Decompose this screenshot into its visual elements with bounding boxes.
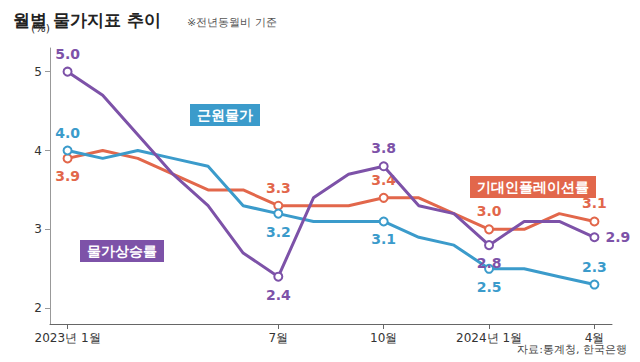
svg-text:4: 4 [34,144,42,158]
svg-text:2023년 1월: 2023년 1월 [35,331,101,345]
svg-text:2.5: 2.5 [477,279,502,295]
svg-text:2024년 1월: 2024년 1월 [456,331,522,345]
svg-text:5: 5 [34,65,42,79]
svg-text:3.2: 3.2 [266,224,291,240]
svg-text:3.0: 3.0 [477,203,502,219]
svg-text:3.9: 3.9 [55,168,80,184]
svg-text:2.9: 2.9 [605,229,630,245]
svg-text:물가상승률: 물가상승률 [87,243,157,259]
svg-text:기대인플레이션률: 기대인플레이션률 [477,179,589,195]
svg-text:4월: 4월 [584,331,605,345]
svg-text:10월: 10월 [370,331,397,345]
svg-text:4.0: 4.0 [55,125,80,141]
svg-text:3.4: 3.4 [371,171,397,188]
svg-text:2.4: 2.4 [266,287,291,303]
svg-text:3: 3 [34,222,42,236]
svg-text:3.1: 3.1 [371,231,396,247]
svg-text:2: 2 [34,301,42,315]
svg-text:7월: 7월 [268,331,288,345]
svg-text:2.8: 2.8 [477,255,502,271]
svg-text:5.0: 5.0 [55,46,80,62]
svg-text:※전년동월비 기준: ※전년동월비 기준 [187,16,277,29]
svg-text:3.3: 3.3 [266,180,291,196]
svg-text:2.3: 2.3 [582,259,607,275]
svg-text:월별 물가지표 추이: 월별 물가지표 추이 [13,10,161,30]
svg-text:3.1: 3.1 [582,195,607,212]
svg-text:자료:통계청, 한국은행: 자료:통계청, 한국은행 [517,343,627,356]
svg-text:근원물가: 근원물가 [197,107,253,123]
svg-text:3.8: 3.8 [371,140,396,156]
